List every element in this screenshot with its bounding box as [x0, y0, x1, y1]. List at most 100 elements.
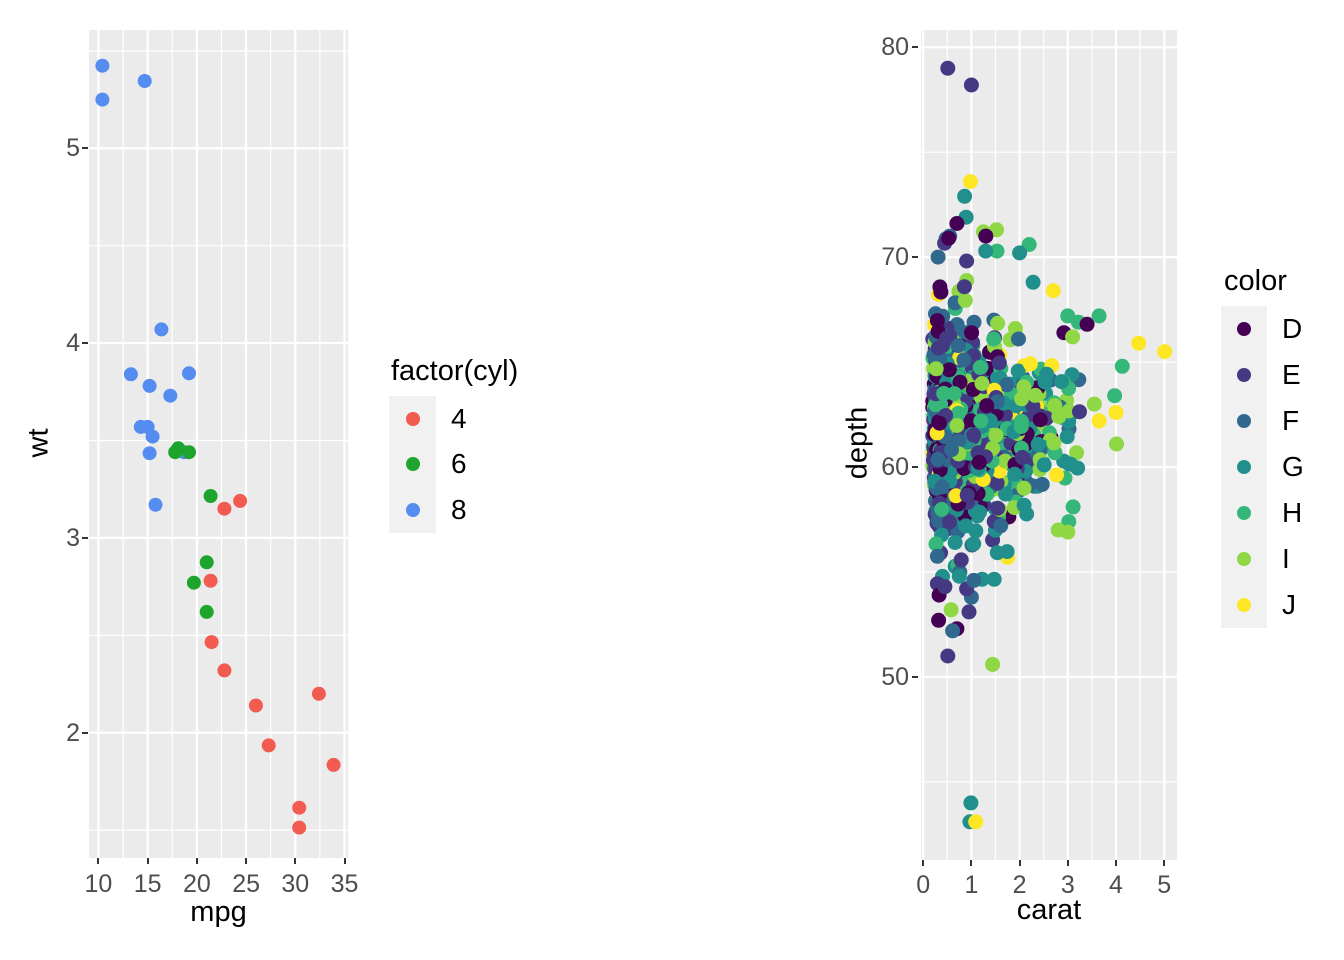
data-point: [959, 253, 975, 269]
data-point: [137, 74, 152, 88]
data-point: [1063, 456, 1079, 472]
x-tick-label: 2: [1012, 871, 1027, 899]
data-point: [943, 602, 959, 618]
data-point: [968, 814, 984, 830]
data-point: [217, 663, 232, 678]
x-tick-mark: [97, 858, 100, 864]
data-point: [941, 230, 957, 246]
data-point: [1016, 497, 1032, 513]
data-point: [1037, 374, 1053, 390]
mtcars-y-axis-title: wt: [22, 428, 55, 458]
data-point: [928, 536, 944, 552]
data-point: [978, 228, 994, 244]
data-point: [940, 648, 956, 664]
data-point: [1069, 445, 1085, 461]
data-point: [1109, 436, 1124, 452]
data-point: [233, 493, 248, 508]
data-point: [1059, 429, 1075, 445]
legend-key: [389, 441, 436, 487]
data-point: [933, 284, 949, 300]
data-point: [1114, 358, 1130, 374]
data-point: [949, 216, 965, 231]
x-tick-mark: [146, 858, 149, 864]
data-point: [326, 757, 341, 772]
diamonds-plot-panel: [921, 30, 1177, 860]
data-point: [1032, 412, 1048, 428]
data-point: [948, 488, 964, 504]
data-point: [940, 60, 956, 76]
y-tick-mark: [912, 466, 918, 468]
legend-key-dot: [1237, 322, 1251, 336]
x-tick-mark: [1115, 860, 1117, 866]
data-point: [956, 352, 972, 368]
x-tick-label: 20: [182, 870, 211, 898]
data-point: [951, 568, 967, 584]
data-point: [1079, 316, 1095, 332]
data-point: [936, 385, 952, 401]
x-tick-label: 35: [330, 870, 359, 898]
data-point: [199, 604, 214, 619]
data-point: [1025, 274, 1041, 290]
mtcars-legend-keys: 4 6 8: [389, 396, 518, 533]
legend-item-F: F: [1221, 398, 1304, 444]
data-point: [957, 188, 973, 204]
data-point: [973, 413, 989, 429]
x-tick-mark: [294, 858, 297, 864]
data-point: [203, 489, 218, 503]
legend-item-label: F: [1282, 405, 1300, 436]
data-point: [934, 479, 950, 495]
data-point: [989, 475, 1005, 491]
x-tick-mark: [1018, 860, 1021, 866]
x-tick-label: 5: [1157, 871, 1172, 899]
data-point: [142, 378, 157, 393]
x-tick-label: 1: [964, 871, 979, 899]
data-point: [988, 427, 1004, 443]
data-point: [966, 572, 982, 588]
data-point: [931, 612, 947, 628]
data-point: [95, 58, 110, 73]
data-point: [1012, 245, 1028, 261]
legend-key: [1221, 352, 1267, 398]
x-tick-label: 10: [84, 870, 113, 898]
diamonds-x-axis-title: carat: [1016, 894, 1082, 926]
x-tick-label: 30: [281, 870, 310, 898]
data-point: [958, 518, 974, 534]
data-point: [929, 548, 945, 564]
x-tick-label: 15: [133, 870, 162, 898]
data-point: [978, 243, 994, 259]
data-point: [1108, 405, 1124, 420]
legend-item-label: E: [1282, 359, 1301, 390]
legend-key: [1221, 490, 1267, 536]
data-point: [991, 355, 1007, 371]
data-point: [1107, 388, 1123, 404]
data-point: [932, 415, 948, 431]
data-point: [261, 738, 276, 753]
legend-item-label: 8: [451, 493, 467, 525]
diamonds-plot-area: [921, 30, 1177, 860]
y-tick-label: 2: [66, 718, 80, 747]
data-point: [1072, 404, 1087, 420]
y-tick-mark: [912, 676, 918, 678]
legend-key-dot: [1237, 506, 1251, 520]
data-point: [1030, 436, 1046, 452]
data-point: [989, 243, 1005, 259]
x-tick-mark: [343, 858, 346, 864]
data-point: [966, 536, 982, 552]
data-point: [1054, 374, 1070, 390]
data-point: [148, 497, 163, 512]
data-point: [950, 405, 966, 421]
legend-key-dot: [1237, 598, 1251, 612]
legend-key-dot: [405, 502, 420, 517]
x-tick-label: 25: [232, 870, 260, 898]
data-point: [934, 501, 950, 517]
data-point: [204, 635, 219, 650]
data-point: [928, 397, 943, 413]
data-point: [1091, 308, 1107, 324]
mtcars-legend-title: factor(cyl): [391, 355, 519, 387]
data-points: [925, 60, 1173, 830]
legend-key-dot: [1237, 552, 1251, 566]
data-point: [1027, 387, 1043, 403]
data-point: [1036, 457, 1052, 473]
data-point: [972, 504, 987, 520]
data-point: [990, 500, 1006, 516]
